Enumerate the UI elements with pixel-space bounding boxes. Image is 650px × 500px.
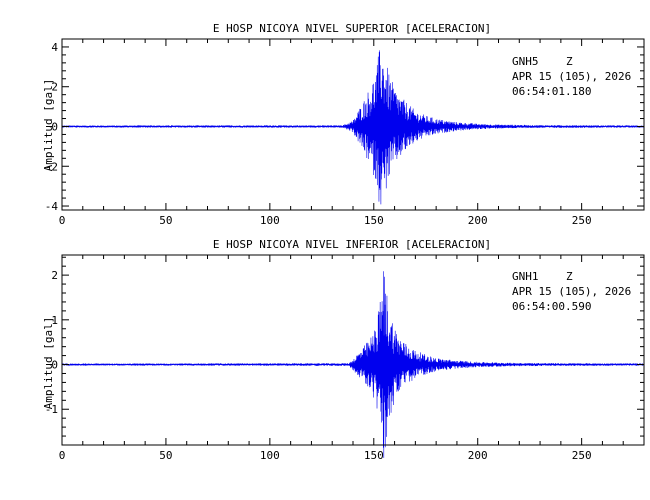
y-tick-label: 4: [51, 41, 58, 54]
y-tick-label: -4: [45, 200, 59, 213]
series-line-upper: [61, 50, 645, 205]
plot-frame-lower: [61, 254, 645, 446]
chart-title-lower: E HOSP NICOYA NIVEL INFERIOR [ACELERACIO…: [213, 238, 491, 251]
time-label-upper: 06:54:01.180: [512, 85, 591, 98]
component-label-lower: Z: [566, 270, 573, 283]
station-label-lower: GNH1: [512, 270, 539, 283]
series-line-lower: [61, 271, 645, 458]
time-label-lower: 06:54:00.590: [512, 300, 591, 313]
x-tick-label: 150: [364, 449, 384, 462]
y-tick-label: 2: [51, 81, 58, 94]
x-tick-label: 250: [572, 449, 592, 462]
panel-upper-level: E HOSP NICOYA NIVEL SUPERIOR [ACELERACIO…: [42, 22, 645, 227]
x-tick-label: 200: [468, 449, 488, 462]
y-tick-label: 1: [51, 314, 58, 327]
y-tick-label: 0: [51, 359, 58, 372]
x-tick-label: 200: [468, 214, 488, 227]
y-axis-label-lower: Amplitud [gal]: [42, 317, 55, 410]
x-tick-label: 100: [260, 214, 280, 227]
x-tick-label: 100: [260, 449, 280, 462]
y-tick-label: -1: [45, 403, 58, 416]
y-axis-label-upper: Amplitud [gal]: [42, 79, 55, 172]
x-tick-label: 250: [572, 214, 592, 227]
component-label-upper: Z: [566, 55, 573, 68]
x-tick-label: 150: [364, 214, 384, 227]
panel-lower-level: E HOSP NICOYA NIVEL INFERIOR [ACELERACIO…: [42, 238, 645, 462]
date-label-upper: APR 15 (105), 2026: [512, 70, 631, 83]
x-tick-label: 0: [59, 449, 66, 462]
x-tick-label: 0: [59, 214, 66, 227]
x-tick-label: 50: [159, 214, 172, 227]
chart-title-upper: E HOSP NICOYA NIVEL SUPERIOR [ACELERACIO…: [213, 22, 491, 35]
station-label-upper: GNH5: [512, 55, 539, 68]
y-tick-label: 0: [51, 120, 58, 133]
y-tick-label: -2: [45, 160, 58, 173]
date-label-lower: APR 15 (105), 2026: [512, 285, 631, 298]
y-tick-label: 2: [51, 269, 58, 282]
x-tick-label: 50: [159, 449, 172, 462]
